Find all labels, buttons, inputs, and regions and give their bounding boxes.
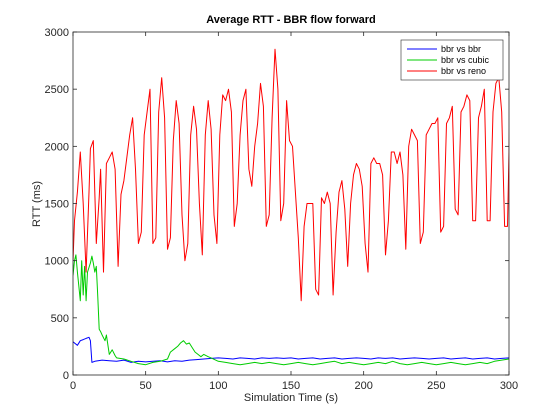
x-tick-label: 250 [427,380,445,392]
x-tick-label: 50 [140,380,152,392]
x-axis-label: Simulation Time (s) [244,392,338,404]
plot-area [73,32,509,375]
x-tick-label: 200 [354,380,372,392]
series-line-bbr-vs-bbr [73,336,509,363]
y-axis-label: RTT (ms) [31,181,43,227]
y-tick-label: 0 [63,370,69,382]
x-tick-label: 100 [209,380,227,392]
legend-label: bbr vs reno [441,66,486,76]
y-tick-label: 1500 [45,199,69,211]
legend-label: bbr vs cubic [441,55,490,65]
x-axis-ticks: 0 50 100 150 200 250 300 [70,32,518,392]
x-tick-label: 0 [70,380,76,392]
legend-label: bbr vs bbr [441,44,481,54]
x-tick-label: 300 [500,380,518,392]
y-tick-label: 2500 [45,84,69,96]
y-tick-label: 1000 [45,256,69,268]
x-tick-label: 150 [282,380,300,392]
chart-title: Average RTT - BBR flow forward [206,14,376,26]
series-line-bbr-vs-reno [73,48,509,302]
series-line-bbr-vs-cubic [73,254,509,366]
y-tick-label: 3000 [45,27,69,39]
series-layer [73,48,509,366]
y-tick-label: 2000 [45,141,69,153]
y-tick-label: 500 [51,313,69,325]
y-axis-ticks: 0 500 1000 1500 2000 2500 3000 [45,27,509,382]
